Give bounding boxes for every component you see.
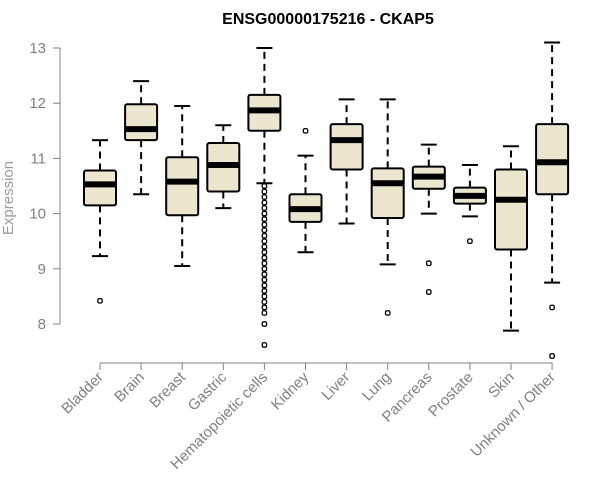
outlier-point [261,188,268,195]
outlier-point [261,183,268,189]
box-group [83,139,117,304]
box [124,103,159,142]
outlier-point [549,304,555,311]
outlier-point [302,127,309,134]
outlier-point [97,297,103,304]
box-group [124,80,159,196]
box-group [288,127,323,254]
outlier-point [261,321,268,327]
outlier-point [261,243,268,250]
outlier-point [261,299,268,305]
y-tick-label: 8 [38,316,46,333]
outlier-point [261,216,268,222]
y-tick-label: 13 [29,40,46,57]
outlier-point [261,238,268,245]
x-tick-label: Kidney [268,368,313,413]
outlier-point [261,210,268,217]
box-group [370,98,405,316]
y-tick-label: 10 [29,206,46,223]
plot-area [83,41,570,359]
chart-title: ENSG00000175216 - CKAP5 [222,11,434,28]
box-group [165,104,200,268]
outlier-point [261,288,268,294]
outlier-point [261,304,268,311]
outlier-point [261,293,268,300]
outlier-point [261,342,268,348]
outlier-point [467,238,473,245]
outlier-point [425,289,432,295]
box-group [452,164,487,245]
box [165,156,200,217]
outlier-point [261,227,268,234]
outlier-point [261,205,268,211]
x-tick-label: Bladder [58,369,107,418]
outlier-point [261,199,268,206]
outlier-point [261,221,268,228]
outlier-point [261,249,268,256]
box [83,169,117,207]
x-tick-label: Breast [146,368,189,411]
outlier-point [549,353,555,359]
box [535,123,570,196]
box-group [247,47,282,348]
y-tick-label: 9 [38,261,46,278]
x-tick-label: Liver [318,369,353,404]
x-tick-label: Brain [111,369,148,406]
x-tick-label: Lung [359,369,395,405]
outlier-point [261,260,268,267]
box [494,168,528,251]
outlier-point [261,232,268,239]
y-tick-label: 12 [29,95,46,112]
outlier-point [261,282,268,289]
y-tick-label: 11 [30,150,46,167]
box-group [411,143,446,295]
x-tick-label: Skin [485,369,518,402]
outlier-point [261,271,268,278]
x-tick-label: Prostate [425,369,477,421]
box-group [494,145,528,332]
outlier-point [425,260,432,267]
outlier-point [261,254,268,261]
y-axis-title: Expression [0,161,17,235]
box-group [329,98,364,225]
outlier-point [261,265,268,272]
box [370,167,405,220]
outlier-point [261,194,268,200]
outlier-point [261,276,268,283]
outlier-point [261,310,268,316]
box-group [535,41,570,359]
outlier-point [384,310,391,316]
box-group [206,124,241,210]
box [329,123,364,171]
